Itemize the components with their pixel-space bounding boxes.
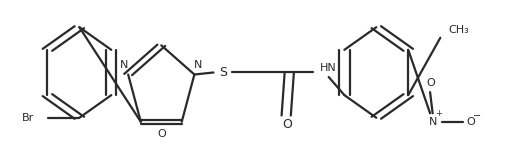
Text: O: O: [282, 118, 292, 131]
Text: HN: HN: [320, 63, 337, 73]
Text: Br: Br: [22, 113, 34, 123]
Text: −: −: [473, 111, 481, 121]
Text: N: N: [429, 117, 437, 127]
Text: N: N: [194, 60, 203, 71]
Text: O: O: [157, 129, 166, 139]
Text: O: O: [426, 78, 436, 88]
Text: CH₃: CH₃: [448, 25, 469, 35]
Text: +: +: [435, 109, 442, 118]
Text: N: N: [120, 60, 129, 71]
Text: S: S: [219, 66, 227, 79]
Text: O: O: [466, 117, 476, 127]
